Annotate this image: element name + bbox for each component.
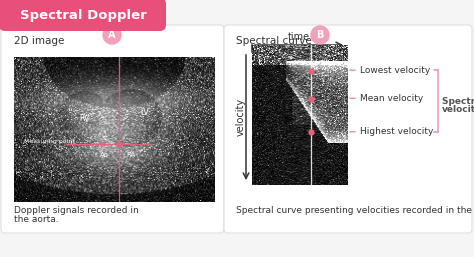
Text: Lowest velocity: Lowest velocity [360, 66, 430, 75]
Text: Mean velocity: Mean velocity [360, 94, 423, 103]
Text: Spectrum of: Spectrum of [442, 96, 474, 106]
Text: Measuring point: Measuring point [25, 139, 75, 144]
Text: LV: LV [140, 108, 149, 117]
Text: Ao: Ao [100, 152, 109, 158]
Text: the aorta.: the aorta. [14, 215, 59, 224]
Circle shape [311, 26, 329, 44]
FancyBboxPatch shape [0, 0, 166, 31]
FancyBboxPatch shape [1, 25, 224, 233]
Text: Highest velocity: Highest velocity [360, 127, 433, 136]
Text: time: time [288, 32, 310, 42]
Circle shape [103, 26, 121, 44]
FancyBboxPatch shape [224, 25, 472, 233]
Text: Doppler signals recorded in: Doppler signals recorded in [14, 206, 139, 215]
Text: velocities: velocities [442, 106, 474, 115]
Text: Spectral curve presenting velocities recorded in the aorta.: Spectral curve presenting velocities rec… [236, 206, 474, 215]
Text: velocity: velocity [236, 98, 246, 136]
Text: 2D image: 2D image [14, 36, 64, 46]
Text: RV: RV [79, 114, 90, 123]
Text: B: B [316, 30, 324, 40]
Text: Spectral Doppler: Spectral Doppler [19, 8, 146, 22]
Text: Spectral curve: Spectral curve [236, 36, 312, 46]
Text: RA: RA [127, 152, 136, 158]
Text: A: A [108, 30, 116, 40]
